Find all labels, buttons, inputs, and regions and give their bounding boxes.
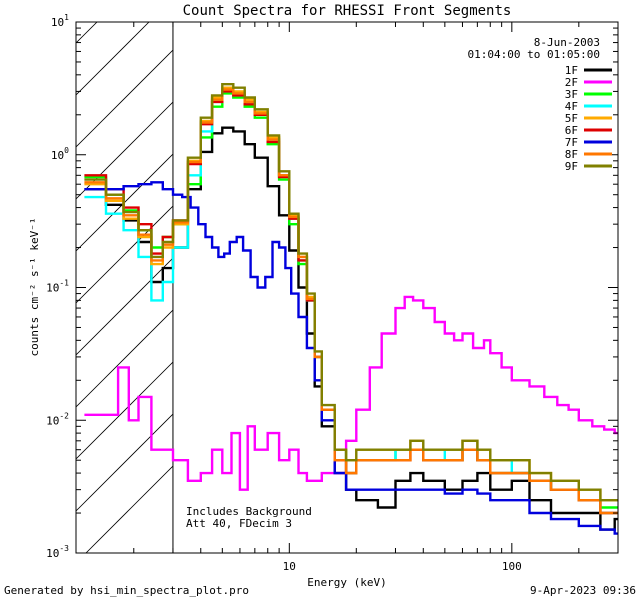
series-lines — [84, 83, 618, 535]
legend: 8-Jun-2003 01:04:00 to 01:05:00 1F2F3F4F… — [468, 36, 612, 173]
hatch-line — [76, 257, 174, 356]
x-tick-label: 100 — [502, 560, 522, 573]
series-line-3F — [84, 92, 618, 509]
chart-title: Count Spectra for RHESSI Front Segments — [183, 3, 512, 19]
hatch-line — [76, 413, 174, 512]
x-tick-label: 10 — [283, 560, 296, 573]
axes: 10 100 10-3 10-2 10-1 100 101 — [46, 13, 619, 573]
legend-label-9F: 9F — [565, 160, 578, 173]
annotation-attenuator: Att 40, FDecim 3 — [186, 517, 292, 530]
hatch-line — [76, 361, 174, 460]
background-hatch-region — [76, 22, 174, 553]
legend-date: 8-Jun-2003 — [534, 36, 600, 49]
series-line-5F — [84, 86, 618, 502]
y-tick-label: 100 — [51, 146, 69, 162]
series-line-2F — [84, 295, 618, 491]
legend-label-1F: 1F — [565, 64, 578, 77]
y-tick-label: 101 — [51, 13, 69, 29]
legend-label-5F: 5F — [565, 112, 578, 125]
series-line-9F — [84, 83, 618, 502]
annotation-background: Includes Background — [186, 505, 312, 518]
legend-label-4F: 4F — [565, 100, 578, 113]
legend-label-8F: 8F — [565, 148, 578, 161]
legend-label-7F: 7F — [565, 136, 578, 149]
hatch-line — [76, 205, 174, 304]
y-tick-label: 10-1 — [46, 279, 69, 295]
footer-generated-by: Generated by hsi_min_spectra_plot.pro — [4, 584, 249, 597]
series-line-1F — [84, 126, 618, 531]
legend-label-3F: 3F — [565, 88, 578, 101]
hatch-line — [76, 22, 98, 44]
legend-time-range: 01:04:00 to 01:05:00 — [468, 48, 600, 61]
footer-timestamp: 9-Apr-2023 09:36 — [530, 584, 636, 597]
legend-label-6F: 6F — [565, 124, 578, 137]
y-tick-label: 10-3 — [46, 544, 69, 560]
x-axis-label: Energy (keV) — [307, 576, 386, 589]
legend-label-2F: 2F — [565, 76, 578, 89]
hatch-line — [76, 49, 174, 148]
hatch-line — [76, 309, 174, 408]
hatch-line — [85, 465, 174, 553]
hatch-line — [76, 22, 150, 96]
y-axis-label: counts cm⁻² s⁻¹ keV⁻¹ — [28, 217, 41, 356]
y-tick-label: 10-2 — [46, 411, 69, 427]
